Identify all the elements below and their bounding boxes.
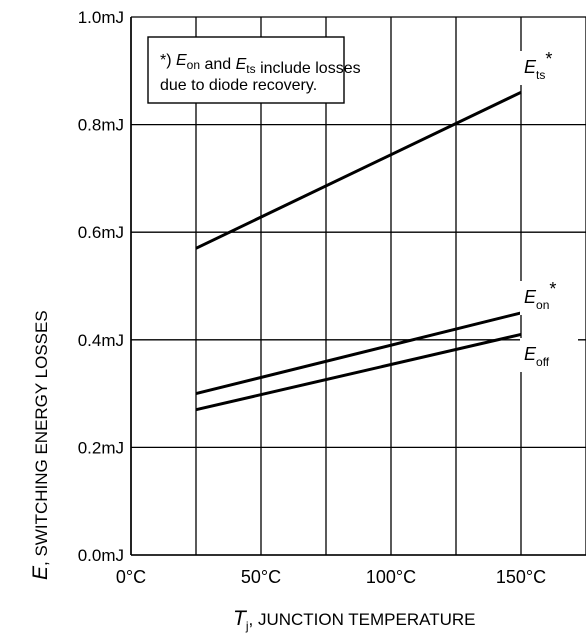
grid: [130, 16, 586, 556]
y-tick-label: 1.0mJ: [78, 8, 124, 27]
series-label-bg: [520, 281, 578, 315]
y-tick-label: 0.2mJ: [78, 438, 124, 457]
series-lines: [195, 90, 522, 412]
x-axis-symbol: T: [233, 607, 248, 630]
series-label-off: Eoff: [524, 344, 550, 369]
series-label-bg: [520, 338, 578, 372]
x-axis-subscript: j: [245, 619, 249, 633]
series-line-ts: [195, 90, 522, 250]
series-labels: Ets* Eon* Eoff: [520, 49, 578, 372]
x-axis-title: Tj, JUNCTION TEMPERATURE: [233, 607, 476, 633]
y-axis-title: E, SWITCHING ENERGY LOSSES: [29, 310, 52, 580]
series-label-on: Eon*: [524, 279, 556, 312]
x-tick-label: 50°C: [241, 567, 281, 587]
y-tick-label: 0.8mJ: [78, 116, 124, 135]
x-tick-label: 150°C: [496, 567, 546, 587]
x-tick-label: 100°C: [366, 567, 416, 587]
x-tick-label: 0°C: [116, 567, 146, 587]
y-axis-symbol: E: [29, 565, 52, 580]
annotation-box: *) Eon and Ets include losses due to dio…: [147, 36, 361, 104]
y-tick-label: 0.4mJ: [78, 331, 124, 350]
series-label-bg: [520, 51, 578, 85]
annotation-line-1: *) Eon and Ets include losses: [160, 52, 361, 77]
y-axis-text: , SWITCHING ENERGY LOSSES: [32, 310, 51, 566]
y-tick-label: 0.6mJ: [78, 223, 124, 242]
series-label-ts: Ets*: [524, 49, 552, 82]
x-axis-text: , JUNCTION TEMPERATURE: [249, 610, 476, 629]
annotation-line-2: due to diode recovery.: [160, 77, 317, 94]
tick-labels: 0.0mJ 0.2mJ 0.4mJ 0.6mJ 0.8mJ 1.0mJ 0°C 50°C 100…: [78, 8, 546, 587]
y-tick-label: 0.0mJ: [78, 546, 124, 565]
series-line-off: [195, 332, 522, 412]
series-line-on: [195, 311, 522, 396]
